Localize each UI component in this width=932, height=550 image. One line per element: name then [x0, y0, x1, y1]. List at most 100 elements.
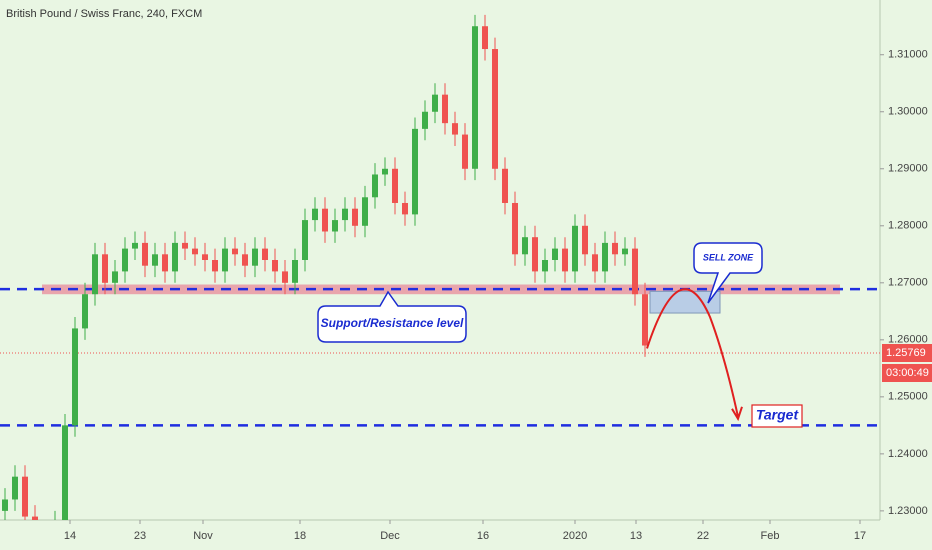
- candle-body: [402, 202, 408, 215]
- candle-body: [142, 242, 148, 266]
- sell-zone: [649, 290, 721, 314]
- support-label: Support/Resistance level: [321, 316, 464, 330]
- x-tick-label: 22: [697, 530, 709, 542]
- support-callout: [317, 290, 467, 343]
- candle-body: [92, 254, 98, 295]
- candle-body: [222, 248, 228, 272]
- candle-body: [602, 242, 608, 272]
- candle-body: [232, 248, 238, 255]
- candle-body: [452, 123, 458, 135]
- candle-body: [532, 237, 538, 272]
- candle-body: [432, 94, 438, 112]
- candle-body: [352, 208, 358, 226]
- projection-arrow: [646, 288, 739, 418]
- candle-body: [332, 220, 338, 232]
- last-price-label: 1.25769: [886, 347, 926, 359]
- x-tick-label: 2020: [563, 530, 587, 542]
- candle-body: [32, 516, 38, 520]
- x-tick-label: 13: [630, 530, 642, 542]
- candle-body: [122, 248, 128, 272]
- candle-body: [482, 26, 488, 50]
- candle-body: [12, 476, 18, 500]
- y-tick-label: 1.29000: [888, 163, 928, 175]
- target-box: [751, 404, 803, 428]
- candle-body: [362, 197, 368, 226]
- candle-body: [412, 128, 418, 215]
- candle-body: [212, 260, 218, 272]
- candle-body: [562, 248, 568, 272]
- candle-body: [552, 248, 558, 260]
- candle-body: [162, 254, 168, 272]
- candle-body: [292, 260, 298, 283]
- candle-body: [572, 225, 578, 272]
- candle-body: [152, 254, 158, 266]
- candle-body: [62, 425, 68, 520]
- y-tick-label: 1.24000: [888, 448, 928, 460]
- x-tick-label: 16: [477, 530, 489, 542]
- countdown-tag: [882, 363, 932, 382]
- sell-zone-label: SELL ZONE: [703, 252, 754, 262]
- last-price-tag: [882, 343, 932, 362]
- candle-body: [522, 237, 528, 255]
- x-tick-label: Nov: [193, 530, 213, 542]
- arrow-head: [731, 406, 743, 422]
- y-tick-label: 1.30000: [888, 106, 928, 118]
- candle-body: [442, 94, 448, 124]
- candle-body: [372, 174, 378, 198]
- candle-body: [302, 220, 308, 260]
- candle-body: [262, 248, 268, 260]
- support-band: [42, 284, 840, 295]
- candle-body: [622, 248, 628, 255]
- target-label: Target: [756, 407, 800, 423]
- x-tick-label: 18: [294, 530, 306, 542]
- candle-body: [82, 294, 88, 329]
- candle-body: [472, 26, 478, 169]
- y-tick-label: 1.27000: [888, 277, 928, 289]
- candle-body: [542, 260, 548, 272]
- y-tick-label: 1.25000: [888, 391, 928, 403]
- candle-body: [512, 202, 518, 255]
- candle-body: [612, 242, 618, 255]
- candle-body: [312, 208, 318, 221]
- candle-body: [132, 242, 138, 249]
- candle-body: [342, 208, 348, 221]
- y-tick-label: 1.23000: [888, 505, 928, 517]
- y-tick-label: 1.31000: [888, 49, 928, 61]
- x-tick-label: 17: [854, 530, 866, 542]
- candle-body: [252, 248, 258, 266]
- y-tick-label: 1.26000: [888, 334, 928, 346]
- candle-body: [242, 254, 248, 266]
- x-tick-label: Feb: [761, 530, 780, 542]
- candle-body: [642, 294, 648, 346]
- candle-body: [192, 248, 198, 255]
- candle-body: [112, 271, 118, 283]
- candle-body: [2, 499, 8, 511]
- candle-body: [422, 111, 428, 129]
- candle-body: [502, 168, 508, 203]
- candle-body: [462, 134, 468, 169]
- candle-body: [72, 328, 78, 426]
- candle-body: [172, 242, 178, 272]
- candle-body: [272, 260, 278, 272]
- overlay: 1.23000 1.24000 1.25000 1.26000 1.27000 1.280…: [64, 49, 932, 542]
- chart-title: British Pound / Swiss Franc, 240, FXCM: [6, 8, 202, 20]
- sell-callout: [693, 242, 763, 304]
- x-tick-label: 14: [64, 530, 76, 542]
- candle-body: [582, 225, 588, 255]
- candle-body: [22, 476, 28, 517]
- candle-body: [382, 168, 388, 175]
- candle-body: [282, 271, 288, 283]
- candle-body: [392, 168, 398, 203]
- x-tick-label: Dec: [380, 530, 400, 542]
- candle-body: [632, 248, 638, 295]
- candle-body: [322, 208, 328, 232]
- candle-body: [102, 254, 108, 283]
- candle-body: [592, 254, 598, 272]
- countdown-label: 03:00:49: [886, 367, 929, 379]
- candle-body: [182, 242, 188, 249]
- x-tick-label: 23: [134, 530, 146, 542]
- candle-body: [202, 254, 208, 260]
